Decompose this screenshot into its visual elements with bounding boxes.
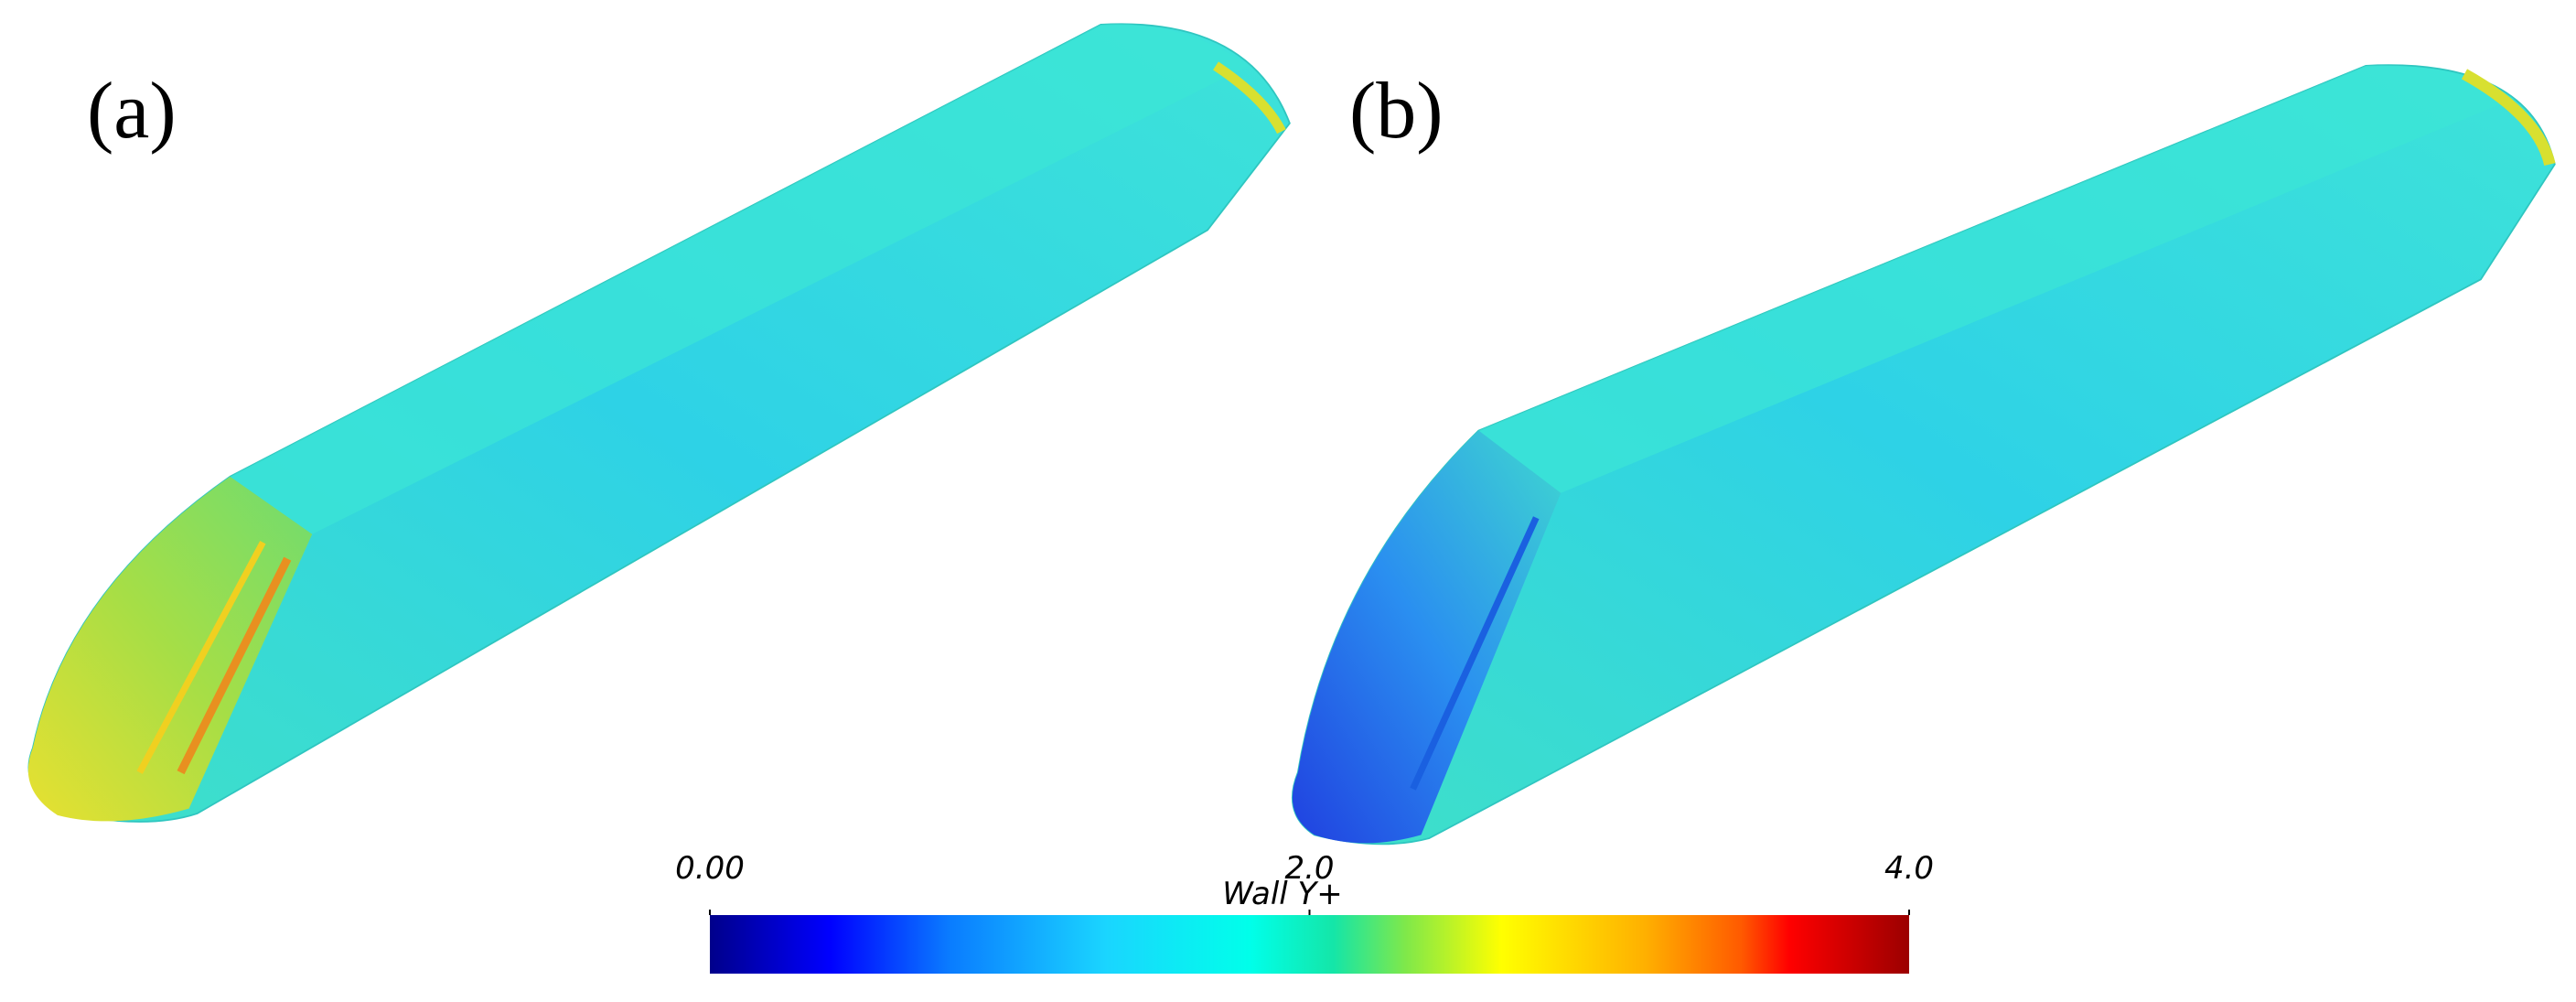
train-a xyxy=(27,23,1291,823)
tick-label: 2.0 xyxy=(1284,850,1334,887)
panel-label: (b) xyxy=(1349,67,1444,156)
train-b xyxy=(1292,64,2556,846)
colorbar xyxy=(710,915,1909,974)
tick-label: 0.00 xyxy=(675,850,745,887)
tick-label: 4.0 xyxy=(1884,850,1934,887)
colorbar-title: Wall Y+ xyxy=(1222,876,1343,912)
panel-label: (a) xyxy=(87,67,177,156)
